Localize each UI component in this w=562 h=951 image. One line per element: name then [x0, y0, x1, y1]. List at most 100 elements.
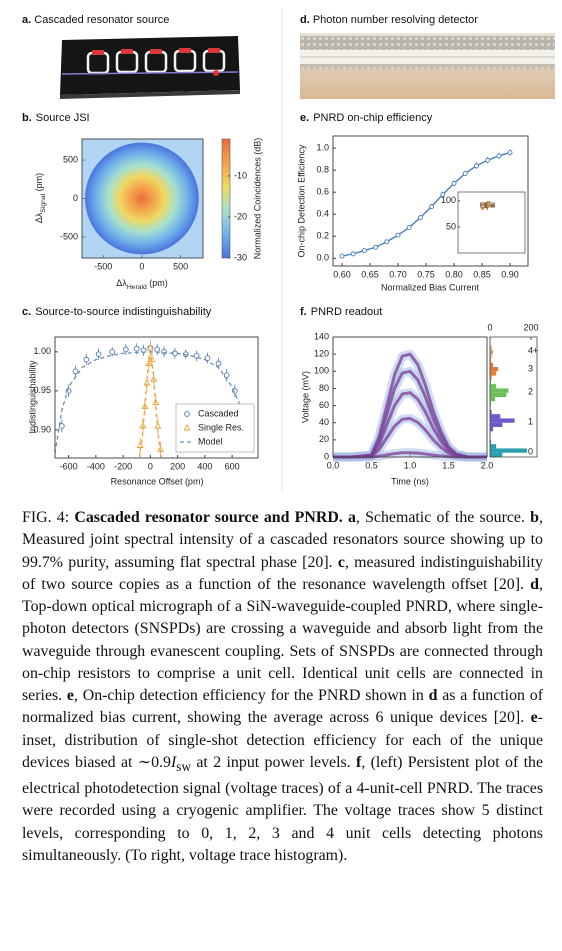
- data-point: [462, 171, 468, 176]
- inset-tick-label: 50: [446, 221, 456, 231]
- legend-label: Cascaded: [198, 408, 239, 418]
- data-point: [350, 251, 356, 257]
- histogram-bar: [490, 371, 497, 376]
- y-tick-label: 120: [314, 349, 329, 359]
- x-tick-label: 0.80: [445, 269, 463, 279]
- data-point: [507, 150, 513, 155]
- caption-run: -inset, distribution of single-shot dete…: [22, 709, 543, 771]
- plot-frame: [81, 138, 204, 259]
- trace-spread: [333, 388, 487, 462]
- panel-letter: f.: [300, 306, 307, 318]
- histogram-bar: [490, 448, 527, 453]
- histogram-bar: [490, 384, 497, 389]
- histogram-bar: [490, 358, 492, 363]
- histogram-bar: [490, 427, 494, 432]
- x-tick-label: 0.65: [361, 269, 379, 279]
- data-point: [417, 215, 423, 220]
- y-tick-label: 0.0: [316, 253, 329, 263]
- y-tick-label: 0.90: [33, 424, 51, 434]
- caption-run: at 2 input power levels.: [191, 753, 357, 771]
- x-tick-label: -400: [87, 461, 105, 471]
- panel-letter: a.: [22, 14, 31, 26]
- y-tick-label: 20: [319, 434, 329, 444]
- x-tick-label: 1.0: [404, 460, 417, 470]
- histogram-bar: [490, 345, 492, 350]
- micrograph: [300, 33, 555, 99]
- inset-point: [481, 207, 484, 211]
- y-label: Voltage (mV): [300, 371, 310, 423]
- model-line: [138, 351, 162, 458]
- x-tick-label: 0.5: [365, 460, 378, 470]
- data-point: [95, 351, 102, 358]
- y-tick-label: 100: [314, 366, 329, 376]
- level-label: 2: [528, 386, 533, 396]
- caption-run: , Schematic of the source.: [355, 509, 531, 526]
- caption-run: b: [530, 509, 540, 526]
- data-point: [193, 352, 200, 359]
- y-tick-label: 0.8: [316, 165, 329, 175]
- label-part: Herald: [127, 284, 147, 291]
- label-part: Δλ: [116, 278, 127, 288]
- panel-name: Source JSI: [36, 112, 90, 124]
- x-tick-label: -500: [94, 261, 112, 271]
- panel-name: Cascaded resonator source: [34, 14, 169, 26]
- inset-point: [484, 205, 488, 209]
- model-line: [54, 351, 254, 454]
- inset-tick-label: 100: [441, 195, 456, 205]
- y-tick-label: 0: [73, 193, 78, 203]
- x-tick-label: 0.0: [327, 460, 340, 470]
- histogram-bar: [490, 379, 492, 385]
- histogram-bar: [490, 418, 515, 423]
- trace: [333, 391, 487, 459]
- data-point: [154, 346, 161, 353]
- caption-run: , (left) Persistent plot of the electric…: [22, 753, 544, 864]
- label-part: (pm): [147, 278, 168, 288]
- colorbar-tick-label: -10: [234, 170, 247, 180]
- data-point: [373, 244, 379, 250]
- panel-name: PNRD on-chip efficiency: [313, 112, 433, 124]
- histogram-bar: [490, 388, 509, 393]
- panel-name: Photon number resolving detector: [313, 14, 478, 26]
- panel-title: d. Photon number resolving detector: [300, 14, 478, 26]
- x-label: ΔλHerald (pm): [116, 278, 167, 291]
- histogram-bar: [490, 401, 492, 406]
- caption-run: Cascaded resonator source and PNRD.: [74, 509, 343, 526]
- plot-frame: [54, 336, 259, 459]
- caption-run: d: [428, 687, 438, 704]
- data-point: [339, 253, 345, 259]
- y-tick-label: 80: [319, 383, 329, 393]
- y-tick-label: 0.95: [33, 385, 51, 395]
- caption-run: , Top-down optical micrograph of a SiN-w…: [22, 575, 543, 704]
- x-tick-label: -600: [60, 461, 78, 471]
- x-tick-label: 0: [148, 461, 153, 471]
- inset-point: [487, 204, 491, 208]
- y-label: Indistinguishability: [27, 360, 37, 434]
- histogram-bar: [490, 452, 503, 457]
- plot-frame: [332, 336, 488, 458]
- data-point: [146, 344, 154, 351]
- histogram-bar: [490, 392, 507, 397]
- data-point: [133, 345, 140, 352]
- hist-frame: [489, 336, 538, 458]
- trace: [333, 352, 487, 459]
- figure: a. Cascaded resonator source d. Photon n…: [22, 8, 555, 492]
- panel-name: Source-to-source indistinguishability: [35, 306, 212, 318]
- histogram-bar: [490, 375, 492, 380]
- x-tick-label: 400: [197, 461, 212, 471]
- legend-label: Single Res.: [198, 422, 244, 432]
- y-tick-label: 140: [314, 331, 329, 341]
- caption-run: sw: [176, 758, 192, 774]
- legend-swatch: [183, 424, 191, 431]
- histogram-bar: [490, 444, 497, 449]
- data-point: [215, 360, 222, 367]
- data-point: [109, 348, 116, 355]
- data-point: [384, 239, 390, 245]
- panel-letter: c.: [22, 306, 31, 318]
- panel-letter: e.: [300, 112, 309, 124]
- count-tick-label: 200: [523, 322, 538, 332]
- inset-point: [484, 202, 488, 205]
- y-tick-label: 0.2: [316, 231, 329, 241]
- y-tick-label: 40: [319, 417, 329, 427]
- x-tick-label: 0.60: [333, 269, 351, 279]
